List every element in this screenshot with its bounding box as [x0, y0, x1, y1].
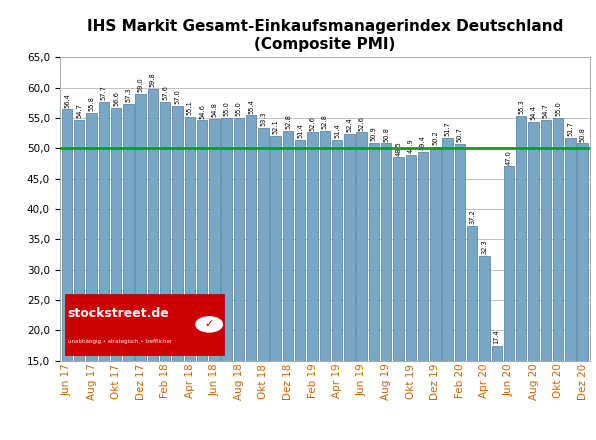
Bar: [504, 166, 514, 440]
Bar: [516, 116, 526, 440]
Text: 55.0: 55.0: [555, 101, 561, 116]
Text: 52.8: 52.8: [322, 114, 328, 129]
Bar: [197, 121, 207, 440]
Bar: [160, 102, 170, 440]
Text: 55.0: 55.0: [236, 101, 242, 116]
Text: 50.9: 50.9: [371, 126, 377, 141]
Bar: [455, 144, 465, 440]
Text: 55.4: 55.4: [248, 99, 254, 114]
Text: 54.6: 54.6: [199, 104, 205, 118]
Text: 51.4: 51.4: [297, 123, 303, 138]
Text: 55.8: 55.8: [89, 96, 95, 111]
Text: 57.3: 57.3: [125, 88, 131, 102]
Bar: [185, 117, 195, 440]
Bar: [221, 118, 232, 440]
Text: 54.8: 54.8: [212, 103, 218, 117]
Title: IHS Markit Gesamt-Einkaufsmanagerindex Deutschland
(Composite PMI): IHS Markit Gesamt-Einkaufsmanagerindex D…: [86, 19, 563, 52]
Text: 57.6: 57.6: [162, 85, 168, 100]
Text: 50.8: 50.8: [383, 127, 389, 142]
Text: 48.9: 48.9: [408, 139, 414, 153]
Text: 53.3: 53.3: [260, 112, 266, 126]
Bar: [271, 136, 281, 440]
Text: 50.2: 50.2: [432, 130, 438, 145]
Bar: [381, 143, 392, 440]
Bar: [123, 104, 134, 440]
Text: 56.4: 56.4: [64, 93, 70, 108]
Bar: [565, 138, 576, 440]
Bar: [442, 138, 453, 440]
Text: 57.0: 57.0: [175, 89, 181, 104]
Bar: [479, 256, 490, 440]
Bar: [172, 106, 183, 440]
Text: 51.4: 51.4: [334, 123, 340, 138]
Bar: [86, 113, 97, 440]
Text: 50.7: 50.7: [457, 127, 463, 142]
Bar: [430, 147, 440, 440]
Bar: [541, 120, 551, 440]
Text: 55.0: 55.0: [224, 101, 229, 116]
Bar: [308, 132, 318, 440]
Bar: [246, 115, 256, 440]
Text: 52.8: 52.8: [285, 114, 291, 129]
Bar: [467, 226, 477, 440]
Text: 32.3: 32.3: [482, 239, 488, 254]
Bar: [62, 110, 72, 440]
Bar: [148, 89, 158, 440]
Bar: [295, 140, 306, 440]
Bar: [135, 94, 146, 440]
Bar: [234, 118, 244, 440]
Text: 37.2: 37.2: [469, 209, 475, 224]
Bar: [492, 346, 502, 440]
Bar: [111, 108, 122, 440]
Bar: [393, 158, 403, 440]
Bar: [98, 102, 109, 440]
Bar: [332, 140, 342, 440]
Circle shape: [196, 317, 222, 332]
Bar: [74, 120, 85, 440]
Bar: [369, 143, 379, 440]
Text: 55.1: 55.1: [187, 101, 193, 115]
Text: 54.4: 54.4: [530, 105, 536, 120]
Bar: [418, 152, 429, 440]
Text: stockstreet.de: stockstreet.de: [67, 307, 169, 320]
Text: 54.7: 54.7: [76, 103, 82, 118]
Text: 59.0: 59.0: [138, 77, 144, 92]
Text: 52.1: 52.1: [273, 119, 279, 134]
Bar: [553, 118, 563, 440]
Text: 59.8: 59.8: [150, 72, 156, 87]
Bar: [283, 131, 293, 440]
Bar: [578, 143, 588, 440]
Bar: [344, 134, 355, 440]
Text: 52.6: 52.6: [359, 116, 365, 131]
Text: 51.7: 51.7: [567, 121, 573, 136]
Text: 57.7: 57.7: [101, 85, 107, 100]
Text: 52.6: 52.6: [309, 116, 315, 131]
Text: 49.4: 49.4: [420, 136, 426, 150]
Bar: [319, 131, 330, 440]
Text: ✓: ✓: [204, 319, 214, 330]
Bar: [209, 119, 219, 440]
Text: 54.7: 54.7: [543, 103, 549, 118]
Bar: [356, 132, 367, 440]
FancyBboxPatch shape: [65, 294, 224, 355]
Text: 17.4: 17.4: [493, 330, 499, 345]
Text: 48.5: 48.5: [396, 141, 402, 156]
Text: unabhängig • strategisch • trefflicher: unabhängig • strategisch • trefflicher: [67, 339, 172, 344]
Text: 52.4: 52.4: [346, 117, 352, 132]
Bar: [528, 121, 539, 440]
Text: 51.7: 51.7: [445, 121, 451, 136]
Text: 47.0: 47.0: [506, 150, 512, 165]
Text: 56.6: 56.6: [113, 92, 119, 106]
Text: 55.3: 55.3: [519, 99, 524, 114]
Text: 50.8: 50.8: [580, 127, 586, 142]
Bar: [405, 155, 416, 440]
Bar: [258, 128, 269, 440]
